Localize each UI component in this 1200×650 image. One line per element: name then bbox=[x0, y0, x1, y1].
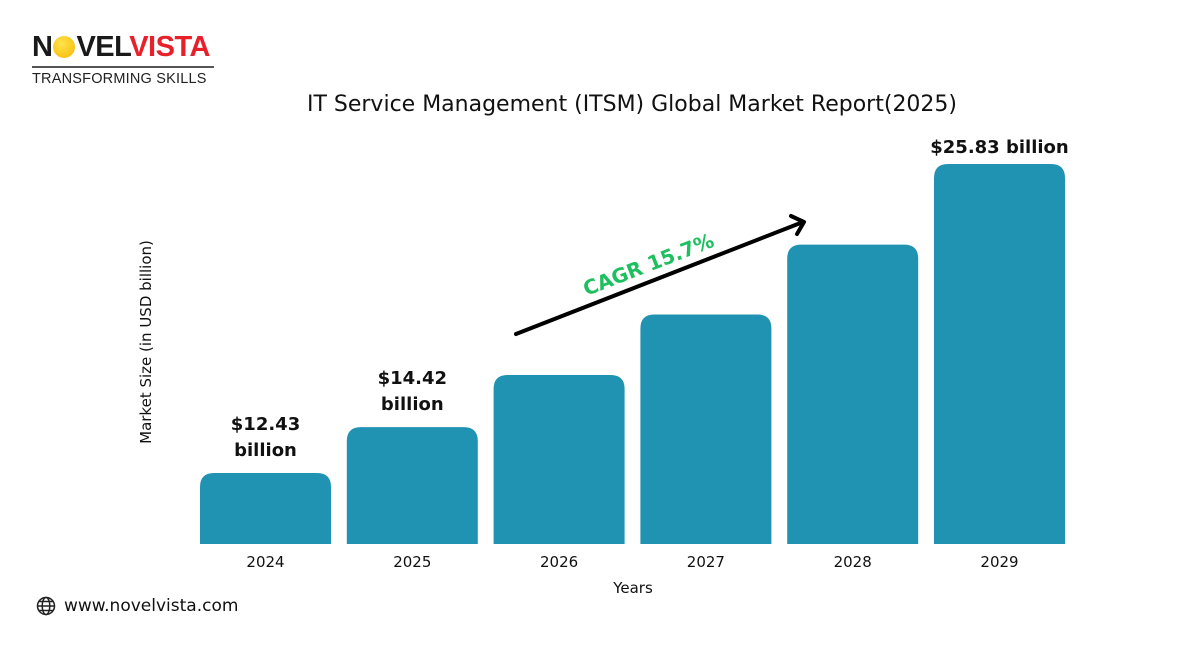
novelvista-logo: N VELVISTA TRANSFORMING SKILLS bbox=[32, 32, 214, 87]
bar-2026 bbox=[493, 374, 625, 544]
x-tick-label: 2025 bbox=[393, 553, 431, 571]
globe-icon bbox=[36, 596, 56, 616]
website-link[interactable]: www.novelvista.com bbox=[36, 596, 238, 616]
x-tick-label: 2029 bbox=[980, 553, 1018, 571]
bar-2029 bbox=[934, 163, 1065, 544]
x-tick-label: 2024 bbox=[246, 553, 284, 571]
bar-2024 bbox=[200, 472, 331, 544]
chart-title: IT Service Management (ITSM) Global Mark… bbox=[306, 92, 958, 117]
x-tick-label: 2028 bbox=[834, 553, 872, 571]
x-tick-label: 2026 bbox=[540, 553, 578, 571]
bar-2027 bbox=[640, 314, 772, 544]
logo-letters-red: VISTA bbox=[129, 31, 210, 63]
x-axis-label: Years bbox=[613, 579, 653, 597]
bar-2025 bbox=[346, 427, 478, 544]
logo-tagline: TRANSFORMING SKILLS bbox=[32, 71, 207, 87]
x-tick-label: 2027 bbox=[687, 553, 725, 571]
logo-divider bbox=[32, 66, 214, 68]
data-label: $25.83 billion bbox=[930, 137, 1068, 158]
logo-wordmark: N VELVISTA bbox=[32, 32, 214, 62]
website-text: www.novelvista.com bbox=[64, 596, 239, 616]
bar-2028 bbox=[787, 244, 919, 544]
logo-letter: N bbox=[32, 31, 53, 63]
data-label: $14.42 billion bbox=[378, 368, 447, 415]
logo-letters: VEL bbox=[76, 31, 130, 63]
data-label: $12.43 billion bbox=[231, 414, 300, 461]
arrow-head-icon bbox=[789, 214, 806, 236]
trend-arrow bbox=[514, 220, 805, 336]
medal-icon bbox=[53, 36, 76, 58]
